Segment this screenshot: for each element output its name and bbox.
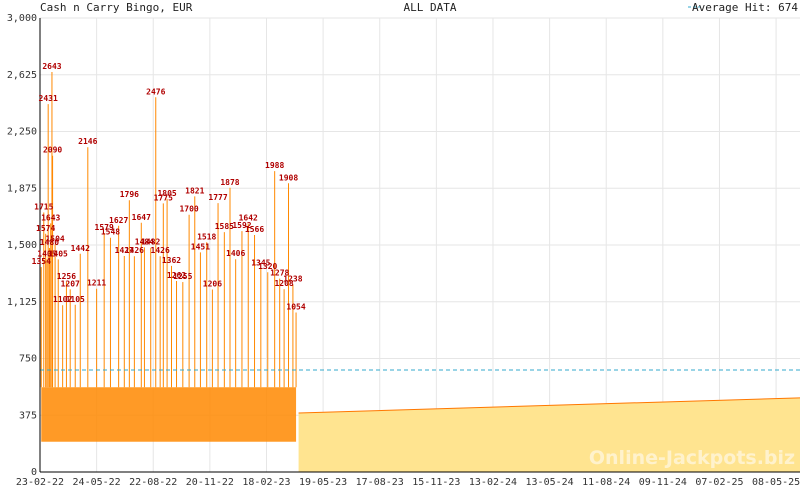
hit-value-label: 1585 [215,222,234,231]
x-tick-label: 19-05-23 [299,477,347,488]
hit-value-label: 1426 [125,246,144,255]
hit-band [41,387,297,442]
y-tick-label: 2,625 [7,70,37,81]
x-tick-label: 11-08-24 [582,477,630,488]
hit-value-label: 1504 [45,234,64,243]
hit-value-label: 1700 [179,205,198,214]
hit-value-label: 1405 [37,249,56,258]
hit-value-label: 1207 [61,279,80,288]
hit-value-label: 1548 [101,228,120,237]
tick-labels: 0 375 750 1,125 1,500 1,875 2,250 2,625 3,000 23-… [7,13,800,488]
hit-value-label: 1775 [154,193,173,202]
x-tick-label: 09-11-24 [639,477,687,488]
current-jackpot-area [298,397,800,472]
x-tick-label: 15-11-23 [412,477,460,488]
hit-value-label: 2090 [43,146,62,155]
hit-value-label: 1715 [34,202,53,211]
chart-title: Cash n Carry Bingo, EUR [40,1,193,14]
hit-value-label: 1442 [71,244,90,253]
x-tick-label: 13-05-24 [526,477,574,488]
hit-value-label: 1278 [270,269,289,278]
hit-value-label: 1566 [245,225,264,234]
hit-value-label: 1211 [87,279,106,288]
hit-value-label: 1821 [185,186,204,195]
hit-value-label: 1518 [197,232,216,241]
hit-value-label: 1988 [265,161,284,170]
hit-value-label: 1354 [32,257,51,266]
y-tick-label: 0 [31,467,37,478]
x-tick-label: 13-02-24 [469,477,517,488]
hit-value-label: 2431 [39,94,58,103]
jackpot-area-fill [298,397,800,472]
x-tick-label: 20-11-22 [186,477,234,488]
hit-value-label: 1054 [286,302,305,311]
hit-value-label: 1574 [36,224,55,233]
hit-value-label: 1482 [141,238,160,247]
hit-value-label: 2146 [78,137,97,146]
x-tick-label: 22-08-22 [129,477,177,488]
hit-value-label: 1796 [120,190,139,199]
hit-value-label: 1362 [162,256,181,265]
hit-value-label: 1592 [232,221,251,230]
hit-value-label: 1627 [109,216,128,225]
hit-value-label: 1643 [41,213,60,222]
hit-value-label: 1105 [66,295,85,304]
hit-value-label: 1262 [167,271,186,280]
y-tick-label: 1,125 [7,297,37,308]
hit-value-label: 1642 [239,214,258,223]
x-tick-label: 17-08-23 [356,477,404,488]
x-tick-label: 24-05-22 [73,477,121,488]
x-tick-label: 18-02-23 [242,477,290,488]
hit-value-label: 1406 [226,249,245,258]
hit-value-label: 1480 [40,238,59,247]
hit-value-label: 1255 [173,272,192,281]
hit-value-label: 1805 [157,189,176,198]
hit-value-label: 1451 [191,242,210,251]
hit-value-label: 1206 [203,279,222,288]
hit-value-label: 1238 [283,275,302,284]
hit-value-label: 1256 [57,272,76,281]
hit-value-label: 1908 [279,173,298,182]
axes [39,18,800,473]
jackpot-area-line [298,397,800,414]
y-tick-label: 1,875 [7,183,37,194]
hit-value-label: 1579 [95,223,114,232]
y-tick-label: 3,000 [7,13,37,24]
watermark: Online-Jackpots.biz [589,447,795,469]
hit-value-label: 2476 [146,87,165,96]
y-tick-label: 2,250 [7,127,37,138]
hit-value-label: 1878 [220,178,239,187]
hit-value-label: 1427 [115,246,134,255]
hit-series [40,72,297,442]
range-label: ALL DATA [404,1,457,14]
x-tick-label: 08-05-25 [752,477,800,488]
hit-value-label: 1426 [151,246,170,255]
x-tick-label: 07-02-25 [695,477,743,488]
y-tick-label: 1,500 [7,240,37,251]
hit-value-label: 1484 [135,237,154,246]
hit-value-label: 1405 [49,249,68,258]
data-labels: 1354 1715 1574 1405 2431 1480 1643 2643 2090 1504… [32,62,306,311]
legend-average-label: Average Hit: 674 [692,1,798,14]
hit-value-label: 1647 [132,213,151,222]
hit-value-label: 1345 [251,258,270,267]
hit-value-label: 1320 [258,262,277,271]
hit-value-label: 1208 [274,279,293,288]
hit-value-label: 1102 [53,295,72,304]
hit-value-label: 1777 [208,193,227,202]
x-tick-label: 23-02-22 [16,477,64,488]
y-tick-label: 750 [19,354,37,365]
y-tick-label: 375 [19,410,37,421]
hit-value-label: 2643 [42,62,61,71]
